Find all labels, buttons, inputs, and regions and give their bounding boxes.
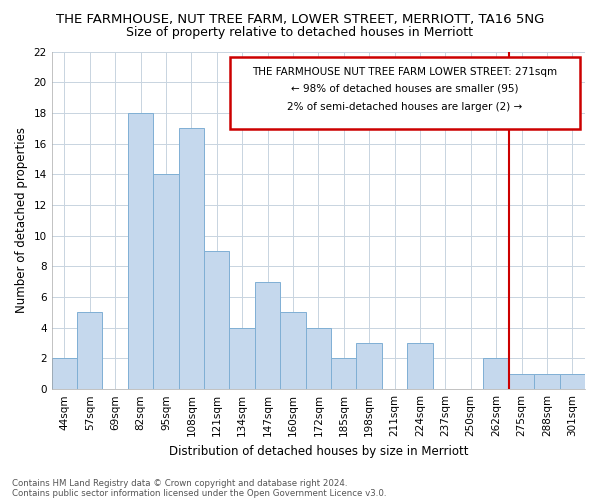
- Bar: [229, 328, 255, 389]
- Bar: [356, 343, 382, 389]
- Bar: [153, 174, 179, 389]
- Text: ← 98% of detached houses are smaller (95): ← 98% of detached houses are smaller (95…: [291, 84, 519, 94]
- Bar: [560, 374, 585, 389]
- Bar: [509, 374, 534, 389]
- Bar: [179, 128, 204, 389]
- Bar: [280, 312, 305, 389]
- Bar: [305, 328, 331, 389]
- Text: 2% of semi-detached houses are larger (2) →: 2% of semi-detached houses are larger (2…: [287, 102, 523, 112]
- Bar: [77, 312, 103, 389]
- Text: Size of property relative to detached houses in Merriott: Size of property relative to detached ho…: [127, 26, 473, 39]
- Bar: [484, 358, 509, 389]
- Text: Contains public sector information licensed under the Open Government Licence v3: Contains public sector information licen…: [12, 488, 386, 498]
- Text: THE FARMHOUSE, NUT TREE FARM, LOWER STREET, MERRIOTT, TA16 5NG: THE FARMHOUSE, NUT TREE FARM, LOWER STRE…: [56, 12, 544, 26]
- Text: Contains HM Land Registry data © Crown copyright and database right 2024.: Contains HM Land Registry data © Crown c…: [12, 478, 347, 488]
- Y-axis label: Number of detached properties: Number of detached properties: [15, 128, 28, 314]
- FancyBboxPatch shape: [230, 56, 580, 129]
- Text: THE FARMHOUSE NUT TREE FARM LOWER STREET: 271sqm: THE FARMHOUSE NUT TREE FARM LOWER STREET…: [253, 66, 557, 76]
- X-axis label: Distribution of detached houses by size in Merriott: Distribution of detached houses by size …: [169, 444, 468, 458]
- Bar: [407, 343, 433, 389]
- Bar: [331, 358, 356, 389]
- Bar: [52, 358, 77, 389]
- Bar: [534, 374, 560, 389]
- Bar: [128, 113, 153, 389]
- Bar: [255, 282, 280, 389]
- Bar: [204, 251, 229, 389]
